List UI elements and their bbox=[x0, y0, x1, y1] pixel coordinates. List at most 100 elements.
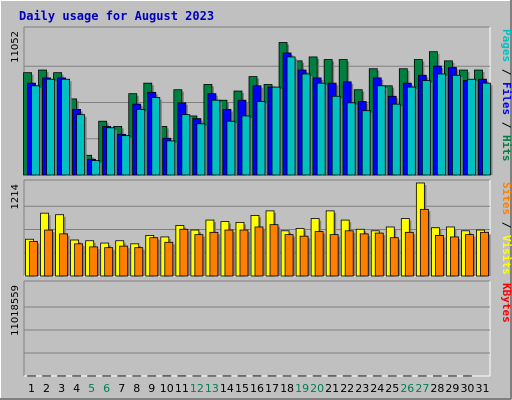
x-tick-label: 12 bbox=[190, 382, 204, 395]
chart-title: Daily usage for August 2023 bbox=[19, 9, 214, 23]
bar-pages-day-22 bbox=[346, 102, 356, 176]
panel-bottom-plot-area bbox=[24, 281, 490, 376]
bar-pages-day-2 bbox=[46, 78, 55, 176]
x-tick-label: 27 bbox=[415, 382, 429, 395]
bar-sites-day-19 bbox=[299, 235, 309, 277]
bar-sites-day-23 bbox=[359, 233, 369, 277]
panel-bottom-legend-label: KBytes bbox=[500, 283, 512, 323]
bar-pages-day-1 bbox=[31, 85, 40, 176]
bar-pages-day-7 bbox=[121, 135, 131, 176]
bar-sites-day-2 bbox=[44, 229, 53, 277]
x-tick-label: 16 bbox=[250, 382, 264, 395]
bar-pages-day-6 bbox=[106, 127, 116, 176]
bar-sites-day-14 bbox=[224, 229, 234, 277]
x-tick-label: 10 bbox=[160, 382, 174, 395]
x-tick-label: 2 bbox=[43, 382, 50, 395]
x-tick-label: 30 bbox=[460, 382, 474, 395]
bar-pages-day-21 bbox=[331, 95, 341, 176]
bar-sites-day-21 bbox=[329, 234, 339, 277]
bar-pages-day-26 bbox=[406, 86, 416, 176]
bar-sites-day-11 bbox=[179, 228, 189, 277]
panel-top-ymax-label: 11052 bbox=[10, 31, 21, 63]
x-tick-label: 14 bbox=[220, 382, 234, 395]
bar-sites-day-12 bbox=[194, 234, 204, 277]
legend-entry: Visits bbox=[500, 235, 512, 275]
bar-sites-day-29 bbox=[450, 236, 459, 277]
x-tick-label: 7 bbox=[118, 382, 125, 395]
x-tick-label: 11 bbox=[175, 382, 189, 395]
x-tick-label: 22 bbox=[340, 382, 354, 395]
x-tick-label: 3 bbox=[58, 382, 65, 395]
bar-sites-day-10 bbox=[164, 241, 174, 277]
bar-sites-day-27 bbox=[419, 208, 429, 277]
bar-sites-day-22 bbox=[344, 230, 354, 277]
panel-middle-legend-label: Sites / Visits bbox=[500, 182, 512, 275]
x-tick-label: 23 bbox=[355, 382, 369, 395]
x-tick-label: 20 bbox=[310, 382, 324, 395]
bar-pages-day-10 bbox=[166, 140, 176, 176]
bar-pages-day-18 bbox=[286, 56, 296, 176]
bar-pages-day-15 bbox=[241, 115, 251, 176]
legend-entry: Hits bbox=[500, 135, 512, 162]
panel-middle-ymax-label: 1214 bbox=[10, 184, 21, 209]
x-tick-label: 26 bbox=[400, 382, 414, 395]
x-tick-label: 5 bbox=[88, 382, 95, 395]
bar-pages-day-31 bbox=[482, 82, 491, 176]
panel-bottom-ymax-label: 11018559 bbox=[10, 285, 21, 336]
bar-sites-day-4 bbox=[74, 243, 84, 277]
legend-entry: / bbox=[500, 215, 512, 235]
x-tick-label: 31 bbox=[475, 382, 489, 395]
legend-entry: KBytes bbox=[500, 283, 512, 323]
panel-middle: 1214 Sites / Visits bbox=[10, 179, 512, 277]
bar-pages-day-24 bbox=[376, 85, 386, 176]
bar-sites-day-20 bbox=[314, 231, 324, 277]
bar-pages-day-20 bbox=[316, 82, 326, 176]
x-tick-label: 25 bbox=[385, 382, 399, 395]
bar-sites-day-26 bbox=[404, 231, 414, 277]
bar-sites-day-8 bbox=[134, 247, 144, 277]
x-tick-label: 17 bbox=[265, 382, 279, 395]
bar-sites-day-1 bbox=[29, 241, 38, 277]
bar-pages-day-5 bbox=[91, 160, 101, 176]
bar-pages-day-30 bbox=[467, 78, 476, 176]
bar-sites-day-6 bbox=[104, 247, 114, 277]
bar-pages-day-8 bbox=[136, 109, 146, 176]
bar-sites-day-9 bbox=[149, 237, 159, 277]
legend-entry: / bbox=[500, 62, 512, 82]
x-tick-label: 4 bbox=[73, 382, 80, 395]
x-tick-label: 18 bbox=[280, 382, 294, 395]
bar-pages-day-3 bbox=[61, 78, 70, 176]
x-tick-label: 8 bbox=[133, 382, 140, 395]
bar-pages-day-11 bbox=[181, 114, 191, 176]
bar-pages-day-4 bbox=[76, 114, 86, 176]
bar-pages-day-28 bbox=[436, 73, 446, 176]
x-tick-label: 29 bbox=[445, 382, 459, 395]
bar-pages-day-16 bbox=[256, 101, 266, 176]
x-tick-label: 6 bbox=[103, 382, 110, 395]
bar-pages-day-19 bbox=[301, 73, 311, 176]
legend-entry: Pages bbox=[500, 29, 512, 62]
bar-sites-day-30 bbox=[465, 234, 474, 277]
x-tick-label: 9 bbox=[148, 382, 155, 395]
bar-sites-day-31 bbox=[480, 231, 489, 277]
bar-pages-day-13 bbox=[211, 99, 221, 176]
panel-bottom: 11018559 KBytes bbox=[10, 280, 512, 377]
x-tick-label: 19 bbox=[295, 382, 309, 395]
x-tick-label: 1 bbox=[28, 382, 35, 395]
legend-entry: / bbox=[500, 115, 512, 135]
bar-sites-day-5 bbox=[89, 246, 99, 277]
x-tick-label: 13 bbox=[205, 382, 219, 395]
bar-sites-day-17 bbox=[269, 224, 279, 277]
bar-sites-day-24 bbox=[374, 232, 384, 277]
x-tick-label: 28 bbox=[430, 382, 444, 395]
bar-sites-day-13 bbox=[209, 231, 219, 277]
bar-pages-day-9 bbox=[151, 97, 161, 176]
bar-sites-day-18 bbox=[284, 234, 294, 277]
bar-pages-day-27 bbox=[421, 80, 431, 176]
bar-sites-day-16 bbox=[254, 226, 264, 277]
panel-top: 11052 Pages / Files / Hits bbox=[10, 26, 512, 176]
bar-sites-day-3 bbox=[59, 233, 68, 277]
x-tick-label: 15 bbox=[235, 382, 249, 395]
bar-pages-day-12 bbox=[196, 123, 206, 176]
